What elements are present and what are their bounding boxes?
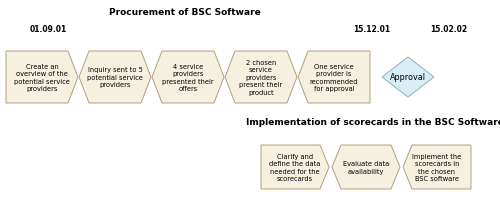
Text: Procurement of BSC Software: Procurement of BSC Software: [109, 8, 261, 17]
Polygon shape: [382, 58, 434, 98]
Polygon shape: [403, 145, 471, 189]
Polygon shape: [261, 145, 329, 189]
Polygon shape: [6, 52, 78, 103]
Text: Implementation of scorecards in the BSC Software: Implementation of scorecards in the BSC …: [246, 117, 500, 126]
Text: Implement the
scorecards in
the chosen
BSC software: Implement the scorecards in the chosen B…: [412, 153, 462, 181]
Text: Approval: Approval: [390, 73, 426, 82]
Text: 4 service
providers
presented their
offers: 4 service providers presented their offe…: [162, 63, 214, 92]
Polygon shape: [332, 145, 400, 189]
Polygon shape: [225, 52, 297, 103]
Text: 2 chosen
service
providers
present their
product: 2 chosen service providers present their…: [240, 60, 282, 96]
Polygon shape: [298, 52, 370, 103]
Text: Create an
overview of the
potential service
providers: Create an overview of the potential serv…: [14, 63, 70, 92]
Text: One service
provider is
recommended
for approval: One service provider is recommended for …: [310, 63, 358, 92]
Text: Evaluate data
availability: Evaluate data availability: [343, 160, 389, 174]
Polygon shape: [79, 52, 151, 103]
Text: Inquiry sent to 5
potential service
providers: Inquiry sent to 5 potential service prov…: [87, 67, 143, 88]
Text: 15.02.02: 15.02.02: [430, 25, 467, 34]
Text: Clarify and
define the data
needed for the
scorecards: Clarify and define the data needed for t…: [270, 153, 320, 181]
Polygon shape: [152, 52, 224, 103]
Text: 15.12.01: 15.12.01: [353, 25, 390, 34]
Text: 01.09.01: 01.09.01: [30, 25, 67, 34]
